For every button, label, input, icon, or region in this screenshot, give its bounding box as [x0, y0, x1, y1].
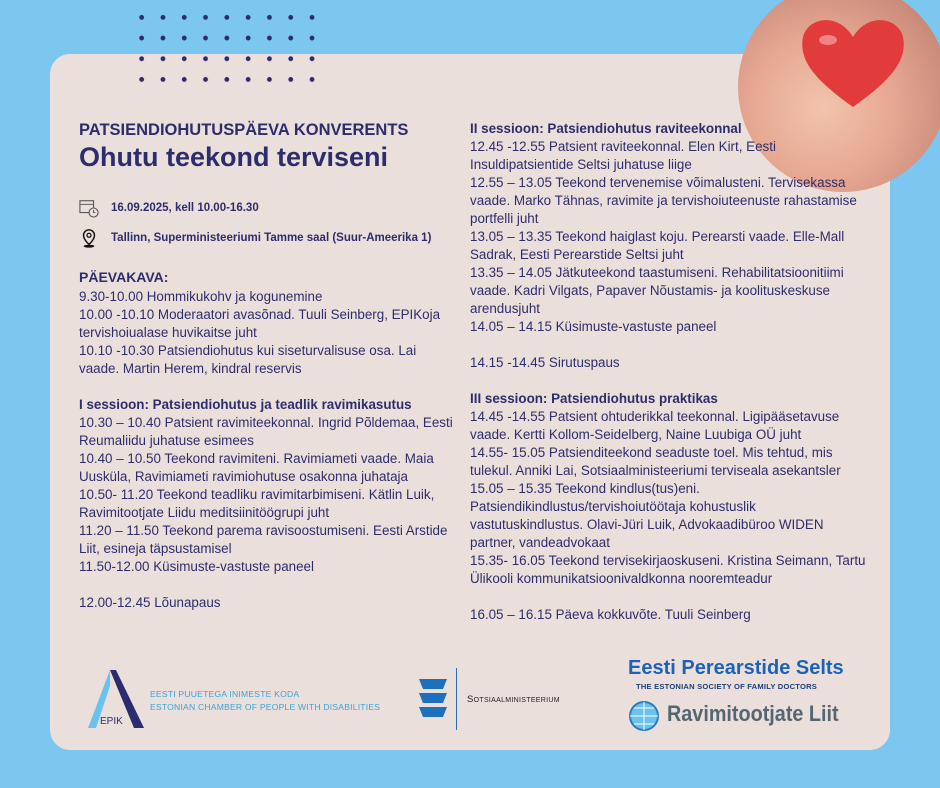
agenda-item: 13.35 – 14.05 Jätkuteekond taastumiseni.…	[470, 265, 844, 316]
calendar-clock-icon	[79, 200, 99, 218]
ministry-name: Sotsiaalministeerium	[467, 694, 560, 705]
event-date: 16.09.2025, kell 10.00-16.30	[79, 198, 454, 218]
agenda-item: 10.00 -10.10 Moderaatori avasõnad. Tuuli…	[79, 307, 441, 340]
agenda-item: 10.40 – 10.50 Teekond ravimiteni. Ravimi…	[79, 451, 434, 484]
session-1-title: I sessioon: Patsiendiohutus ja teadlik r…	[79, 397, 412, 412]
agenda-item: 11.50-12.00 Küsimuste-vastuste paneel	[79, 559, 314, 574]
agenda-item: 12.45 -12.55 Patsient raviteekonnal. Ele…	[470, 139, 776, 172]
agenda-item: 10.10 -10.30 Patsiendiohutus kui sisetur…	[79, 343, 417, 376]
globe-icon	[629, 701, 659, 731]
epik-logo-text: EPIK	[100, 716, 123, 727]
agenda-item: 14.55- 15.05 Patsienditeekond seaduste t…	[470, 445, 841, 478]
rl-title: Ravimitootjate Liit	[667, 701, 839, 726]
agenda-item: 13.05 – 13.35 Teekond haiglast koju. Per…	[470, 229, 845, 262]
eps-subtitle: THE ESTONIAN SOCIETY OF FAMILY DOCTORS	[636, 682, 818, 691]
session-2-title: II sessioon: Patsiendiohutus raviteekonn…	[470, 121, 742, 136]
eps-title: Eesti Perearstide Selts	[628, 657, 844, 679]
epik-name-en: ESTONIAN CHAMBER OF PEOPLE WITH DISABILI…	[150, 702, 381, 712]
stretch-break: 14.15 -14.45 Sirutuspaus	[470, 355, 620, 370]
right-column: II sessioon: Patsiendiohutus raviteekonn…	[470, 120, 870, 624]
event-title: Ohutu teekond terviseni	[79, 142, 389, 172]
content-card	[50, 54, 890, 750]
epik-logo: EPIK	[88, 670, 144, 728]
agenda-item: 10.50- 11.20 Teekond teadliku ravimitarb…	[79, 487, 435, 520]
agenda-item: 9.30-10.00 Hommikukohv ja kogunemine	[79, 289, 323, 304]
agenda-heading: PÄEVAKAVA:	[79, 269, 169, 285]
logo-divider	[456, 668, 457, 730]
closing-item: 16.05 – 16.15 Päeva kokkuvõte. Tuuli Sei…	[470, 607, 751, 622]
heart-icon	[802, 20, 904, 107]
agenda-item: 15.05 – 15.35 Teekond kindlus(tus)eni. P…	[470, 481, 824, 550]
event-location-text: Tallinn, Superministeeriumi Tamme saal (…	[111, 232, 432, 244]
agenda-item: 12.55 – 13.05 Teekond tervenemise võimal…	[470, 175, 857, 226]
left-column: PATSIENDIOHUTUSPÄEVA KONVERENTS Ohutu te…	[79, 120, 454, 612]
agenda-item: 15.35- 16.05 Teekond tervisekirjaoskusen…	[470, 553, 866, 586]
event-location: Tallinn, Superministeeriumi Tamme saal (…	[79, 228, 454, 248]
coat-of-arms-icon	[419, 679, 447, 717]
location-pin-icon	[82, 229, 96, 248]
agenda-item: 14.05 – 14.15 Küsimuste-vastuste paneel	[470, 319, 717, 334]
decorative-dots	[131, 7, 321, 82]
epik-name-et: EESTI PUUETEGA INIMESTE KODA	[150, 689, 300, 699]
event-supertitle: PATSIENDIOHUTUSPÄEVA KONVERENTS	[79, 121, 409, 139]
heart-in-hands-photo	[738, 0, 940, 192]
agenda-item: 11.20 – 11.50 Teekond parema ravisoostum…	[79, 523, 448, 556]
epik-name: EESTI PUUETEGA INIMESTE KODA ESTONIAN CH…	[150, 688, 380, 714]
event-date-text: 16.09.2025, kell 10.00-16.30	[111, 202, 259, 214]
session-3-title: III sessioon: Patsiendiohutus praktikas	[470, 391, 718, 406]
agenda-item: 14.45 -14.55 Patsient ohtuderikkal teeko…	[470, 409, 840, 442]
agenda-item: 10.30 – 10.40 Patsient ravimiteekonnal. …	[79, 415, 453, 448]
partner-logos: EPIK EESTI PUUETEGA INIMESTE KODA ESTONI…	[50, 657, 890, 748]
lunch-break: 12.00-12.45 Lõunapaus	[79, 595, 221, 610]
